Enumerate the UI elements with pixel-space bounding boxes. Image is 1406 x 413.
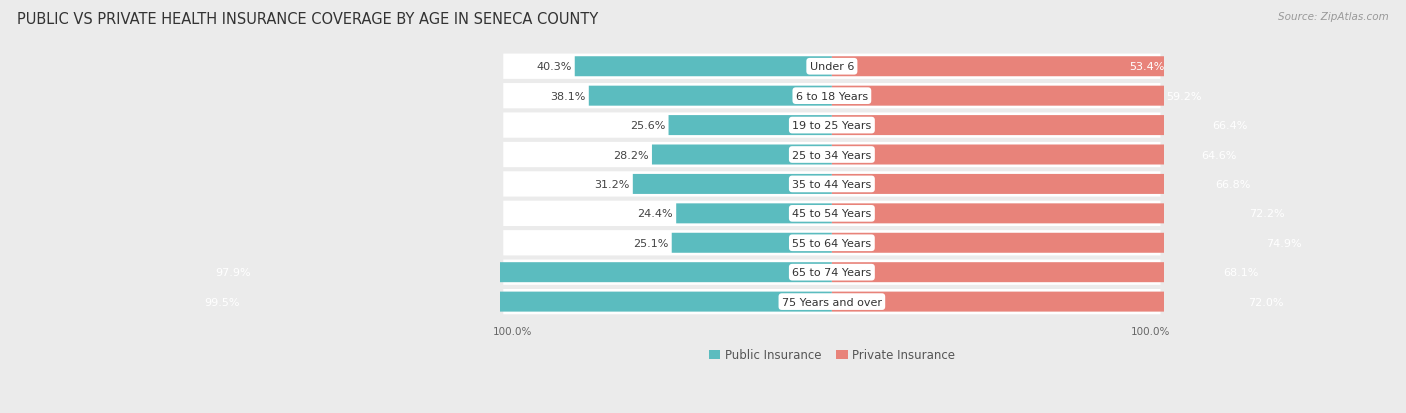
FancyBboxPatch shape xyxy=(832,175,1258,195)
FancyBboxPatch shape xyxy=(832,57,1173,77)
Text: 25 to 34 Years: 25 to 34 Years xyxy=(792,150,872,160)
Text: Source: ZipAtlas.com: Source: ZipAtlas.com xyxy=(1278,12,1389,22)
Text: 35 to 44 Years: 35 to 44 Years xyxy=(792,180,872,190)
FancyBboxPatch shape xyxy=(503,201,1160,226)
Text: 66.8%: 66.8% xyxy=(1215,180,1250,190)
FancyBboxPatch shape xyxy=(503,289,1160,314)
FancyBboxPatch shape xyxy=(832,204,1292,224)
Text: PUBLIC VS PRIVATE HEALTH INSURANCE COVERAGE BY AGE IN SENECA COUNTY: PUBLIC VS PRIVATE HEALTH INSURANCE COVER… xyxy=(17,12,598,27)
Text: Under 6: Under 6 xyxy=(810,62,853,72)
Text: 19 to 25 Years: 19 to 25 Years xyxy=(792,121,872,131)
Text: 53.4%: 53.4% xyxy=(1129,62,1166,72)
FancyBboxPatch shape xyxy=(197,292,832,312)
FancyBboxPatch shape xyxy=(503,142,1160,168)
Legend: Public Insurance, Private Insurance: Public Insurance, Private Insurance xyxy=(709,349,955,361)
Text: 31.2%: 31.2% xyxy=(595,180,630,190)
Text: 24.4%: 24.4% xyxy=(637,209,673,219)
Text: 68.1%: 68.1% xyxy=(1223,268,1258,278)
Text: 38.1%: 38.1% xyxy=(550,91,585,102)
FancyBboxPatch shape xyxy=(633,175,832,195)
Text: 75 Years and over: 75 Years and over xyxy=(782,297,882,307)
Text: 99.5%: 99.5% xyxy=(205,297,240,307)
FancyBboxPatch shape xyxy=(503,113,1160,138)
Text: 97.9%: 97.9% xyxy=(215,268,250,278)
Text: 59.2%: 59.2% xyxy=(1167,91,1202,102)
FancyBboxPatch shape xyxy=(832,263,1267,282)
FancyBboxPatch shape xyxy=(832,145,1244,165)
Text: 28.2%: 28.2% xyxy=(613,150,648,160)
Text: 72.2%: 72.2% xyxy=(1250,209,1285,219)
FancyBboxPatch shape xyxy=(503,260,1160,285)
FancyBboxPatch shape xyxy=(832,116,1256,136)
FancyBboxPatch shape xyxy=(832,86,1209,107)
FancyBboxPatch shape xyxy=(672,233,832,253)
Text: 45 to 54 Years: 45 to 54 Years xyxy=(792,209,872,219)
FancyBboxPatch shape xyxy=(589,86,832,107)
Text: 6 to 18 Years: 6 to 18 Years xyxy=(796,91,868,102)
FancyBboxPatch shape xyxy=(652,145,832,165)
FancyBboxPatch shape xyxy=(207,263,832,282)
FancyBboxPatch shape xyxy=(832,233,1310,253)
FancyBboxPatch shape xyxy=(503,84,1160,109)
FancyBboxPatch shape xyxy=(832,292,1291,312)
FancyBboxPatch shape xyxy=(503,172,1160,197)
Text: 66.4%: 66.4% xyxy=(1212,121,1249,131)
Text: 25.1%: 25.1% xyxy=(633,238,668,248)
FancyBboxPatch shape xyxy=(676,204,832,224)
Text: 25.6%: 25.6% xyxy=(630,121,665,131)
FancyBboxPatch shape xyxy=(503,230,1160,256)
Text: 40.3%: 40.3% xyxy=(536,62,572,72)
FancyBboxPatch shape xyxy=(668,116,832,136)
FancyBboxPatch shape xyxy=(575,57,832,77)
Text: 74.9%: 74.9% xyxy=(1267,238,1302,248)
Text: 65 to 74 Years: 65 to 74 Years xyxy=(792,268,872,278)
Text: 72.0%: 72.0% xyxy=(1249,297,1284,307)
Text: 55 to 64 Years: 55 to 64 Years xyxy=(793,238,872,248)
FancyBboxPatch shape xyxy=(503,55,1160,80)
Text: 64.6%: 64.6% xyxy=(1201,150,1236,160)
